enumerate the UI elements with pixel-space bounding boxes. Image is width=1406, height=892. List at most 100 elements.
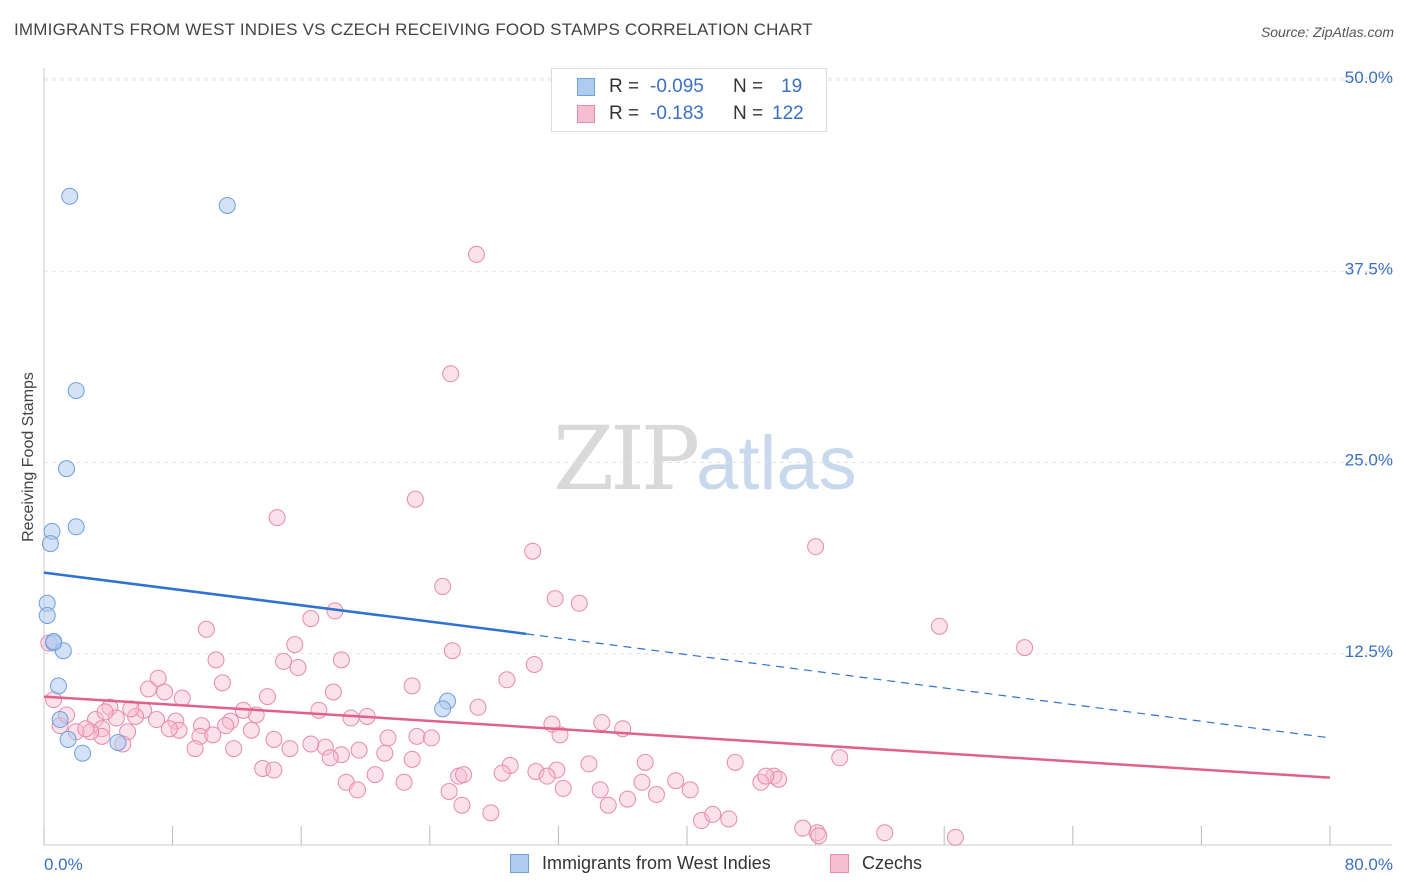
czechs-point	[704, 805, 722, 823]
czechs-point	[580, 755, 598, 773]
czechs-point	[467, 245, 485, 263]
czechs-point	[876, 824, 894, 842]
y-tick-label: 12.5%	[1345, 642, 1393, 661]
west-indies-point	[59, 730, 77, 748]
czechs-point	[324, 683, 342, 701]
czechs-point	[77, 720, 95, 738]
czechs-point	[619, 790, 637, 808]
czechs-point	[599, 796, 617, 814]
czechs-point	[1016, 639, 1034, 657]
czechs-point	[591, 781, 609, 799]
czechs-point	[379, 729, 397, 747]
west-indies-point	[434, 700, 452, 718]
legend-swatch-west-indies	[510, 854, 529, 873]
czechs-point	[831, 749, 849, 767]
czechs-point	[225, 740, 243, 758]
west-indies-point	[49, 677, 67, 695]
czechs-point	[221, 712, 239, 730]
czechs-point	[930, 617, 948, 635]
czechs-point	[213, 674, 231, 692]
legend-swatch-czechs	[577, 105, 595, 123]
czechs-point	[633, 773, 651, 791]
czechs-point	[302, 610, 320, 628]
czechs-point	[794, 819, 812, 837]
czechs-point	[101, 698, 119, 716]
czechs-point	[332, 746, 350, 764]
czechs-point	[946, 828, 964, 846]
czechs-point	[350, 741, 368, 759]
czechs-point	[548, 761, 566, 779]
west-indies-point	[67, 382, 85, 400]
czechs-point	[403, 677, 421, 695]
czechs-point	[275, 652, 293, 670]
czechs-point	[258, 688, 276, 706]
czechs-point	[808, 824, 826, 842]
czechs-point	[524, 542, 542, 560]
czechs-point	[440, 782, 458, 800]
czechs-point	[807, 538, 825, 556]
czechs-point	[207, 651, 225, 669]
source-label: Source: ZipAtlas.com	[1260, 24, 1394, 40]
legend-row-west-indies: R = -0.095 N = 19	[552, 75, 826, 99]
czechs-point	[186, 740, 204, 758]
west-indies-point	[51, 711, 69, 729]
legend-swatch-czechs	[830, 854, 849, 873]
legend-r-value: -0.095	[650, 76, 704, 97]
west-indies-point	[38, 607, 56, 624]
czechs-point	[265, 761, 283, 779]
czechs-point	[93, 727, 111, 745]
legend-label-west-indies: Immigrants from West Indies	[542, 853, 771, 873]
x-tick-label: 80.0%	[1345, 855, 1393, 874]
czechs-point	[408, 727, 426, 745]
czechs-point	[286, 636, 304, 654]
czechs-point	[482, 804, 500, 822]
czechs-point	[498, 671, 516, 689]
czechs-point	[810, 827, 828, 845]
west-indies-trendline	[43, 571, 527, 636]
czechs-point	[406, 490, 424, 508]
czechs-point	[422, 729, 440, 747]
legend-swatch-west-indies	[577, 78, 595, 96]
czechs-point	[442, 365, 460, 383]
czechs-point	[316, 738, 334, 756]
west-indies-point	[58, 460, 76, 478]
czechs-point	[139, 680, 157, 698]
czechs-point	[242, 721, 260, 739]
west-indies-point	[61, 187, 79, 205]
czechs-point	[469, 698, 487, 716]
czechs-point	[160, 720, 178, 738]
west-indies-point	[218, 196, 236, 214]
czechs-point	[443, 642, 461, 660]
czechs-point	[403, 750, 421, 768]
czechs-point	[493, 764, 511, 782]
west-indies-point	[67, 518, 85, 536]
west-indies-point	[109, 733, 127, 751]
legend-r-label: R =	[609, 76, 640, 97]
czechs-point	[342, 709, 360, 727]
czechs-point	[321, 749, 339, 767]
west-indies-point	[45, 633, 63, 651]
czechs-point	[289, 659, 307, 677]
czechs-point	[197, 620, 215, 638]
legend-n-value: 122	[772, 103, 804, 124]
legend-row-czechs: R = -0.183 N = 122	[552, 102, 826, 126]
czechs-point	[720, 810, 738, 828]
czechs-point	[310, 701, 328, 719]
correlation-legend: R = -0.095 N = 19 R = -0.183 N = 122	[551, 68, 827, 132]
west-indies-point	[74, 744, 92, 762]
czechs-point	[570, 594, 588, 612]
czechs-point	[193, 717, 211, 735]
czechs-point	[538, 767, 556, 785]
czechs-point	[527, 763, 545, 781]
y-tick-label: 25.0%	[1345, 451, 1393, 470]
x-tick-label: 0.0%	[44, 855, 83, 874]
czechs-trendline	[43, 695, 1331, 779]
west-indies-point	[41, 535, 59, 553]
czechs-point	[366, 766, 384, 784]
czechs-point	[148, 711, 166, 729]
czechs-point	[156, 683, 174, 701]
czechs-point	[265, 730, 283, 748]
czechs-point	[82, 723, 100, 741]
czechs-point	[546, 590, 564, 608]
